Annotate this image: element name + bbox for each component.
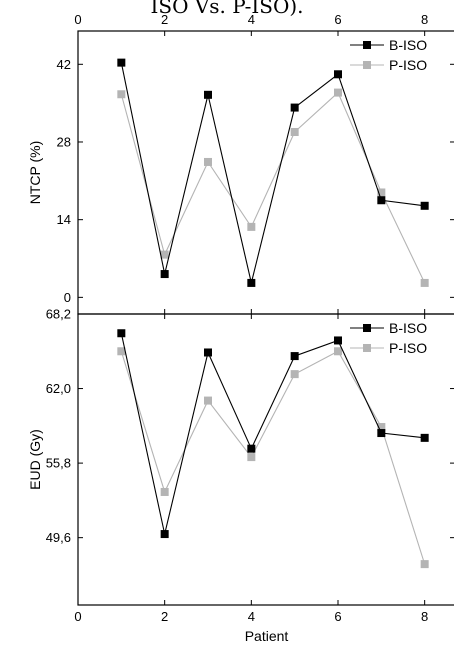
eud-b-iso-line — [120, 333, 425, 535]
ntcp-b-iso-point — [377, 196, 386, 205]
eud-x-tick-label: 4 — [248, 609, 255, 624]
eud-x-tick-label: 6 — [334, 609, 341, 624]
eud-p-iso-point — [334, 347, 342, 356]
ntcp-b-iso-point — [420, 201, 429, 210]
ntcp-x-tick-label: 8 — [421, 12, 428, 27]
eud-plot-frame — [77, 313, 454, 606]
eud-y-tick-label: 55,8 — [46, 456, 71, 471]
ntcp-b-iso-line — [120, 62, 425, 284]
caption-fragment: ISO Vs. P-ISO). — [150, 0, 303, 18]
eud-legend-p-iso-label: P-ISO — [389, 340, 427, 356]
ntcp-p-iso-point — [290, 127, 299, 136]
eud-p-iso-point — [204, 396, 212, 405]
ntcp-panel: 0 14 28 42 0 2 4 6 8 NTCP (%) B-ISO P-ISO — [27, 12, 454, 315]
eud-b-iso-point — [334, 336, 342, 345]
ntcp-y-axis-label: NTCP (%) — [27, 141, 43, 205]
ntcp-b-iso-point — [334, 70, 342, 79]
eud-y-tick-label: 62,0 — [46, 381, 71, 396]
ntcp-p-iso-point — [420, 278, 429, 287]
ntcp-b-iso-point — [204, 90, 212, 99]
ntcp-legend-p-iso-label: P-ISO — [389, 57, 427, 73]
ntcp-y-tick-label: 14 — [57, 212, 71, 227]
ntcp-p-iso-point — [334, 88, 342, 97]
eud-x-axis-label: Patient — [245, 628, 289, 644]
eud-b-iso-point — [247, 444, 256, 453]
ntcp-p-iso-line — [120, 91, 426, 284]
eud-x-tick-label: 2 — [161, 609, 168, 624]
eud-b-iso-point — [290, 352, 299, 361]
eud-x-tick-label: 8 — [421, 609, 428, 624]
eud-p-iso-point — [247, 453, 256, 462]
eud-b-iso-point — [160, 530, 169, 539]
eud-legend-p-iso-marker — [363, 344, 371, 352]
ntcp-p-iso-point — [377, 188, 386, 197]
ntcp-x-tick-label: 6 — [334, 12, 341, 27]
ntcp-p-iso-point — [204, 157, 212, 166]
eud-p-iso-point — [377, 423, 386, 432]
eud-panel: 49,6 55,8 62,0 68,2 0 2 4 6 8 EUD (Gy) Patient B-IS… — [27, 307, 454, 644]
ntcp-b-iso-point — [117, 58, 126, 67]
eud-p-iso-point — [160, 487, 169, 496]
eud-p-iso-point — [290, 370, 299, 379]
eud-y-tick-label: 49,6 — [46, 530, 71, 545]
ntcp-y-tick-label: 42 — [57, 57, 71, 72]
ntcp-x-tick-label: 0 — [74, 12, 81, 27]
eud-b-iso-point — [117, 329, 126, 338]
eud-legend-b-iso-label: B-ISO — [389, 320, 427, 336]
eud-p-iso-point — [420, 560, 429, 569]
ntcp-y-tick-label: 28 — [57, 134, 71, 149]
eud-legend-b-iso-marker — [363, 324, 371, 332]
ntcp-b-iso-point — [290, 103, 299, 112]
ntcp-plot-frame — [77, 30, 454, 315]
eud-b-iso-point — [204, 348, 212, 357]
eud-p-iso-line — [120, 350, 426, 565]
ntcp-x-tick-label: 2 — [161, 12, 168, 27]
ntcp-x-tick-label: 4 — [248, 12, 255, 27]
eud-y-axis-label: EUD (Gy) — [27, 429, 43, 490]
ntcp-legend-p-iso-marker — [363, 61, 371, 69]
eud-x-tick-label: 0 — [74, 609, 81, 624]
ntcp-legend-b-iso-label: B-ISO — [389, 37, 427, 53]
eud-b-iso-point — [420, 433, 429, 442]
ntcp-b-iso-point — [247, 278, 256, 287]
ntcp-p-iso-point — [247, 222, 256, 231]
ntcp-p-iso-point — [117, 90, 126, 99]
ntcp-p-iso-point — [160, 250, 169, 259]
eud-b-iso-point — [377, 429, 386, 438]
ntcp-y-tick-label: 0 — [64, 290, 71, 305]
ntcp-legend-b-iso-marker — [363, 41, 371, 49]
eud-p-iso-point — [117, 347, 126, 356]
eud-y-tick-label: 68,2 — [46, 307, 71, 322]
ntcp-b-iso-point — [160, 270, 169, 279]
